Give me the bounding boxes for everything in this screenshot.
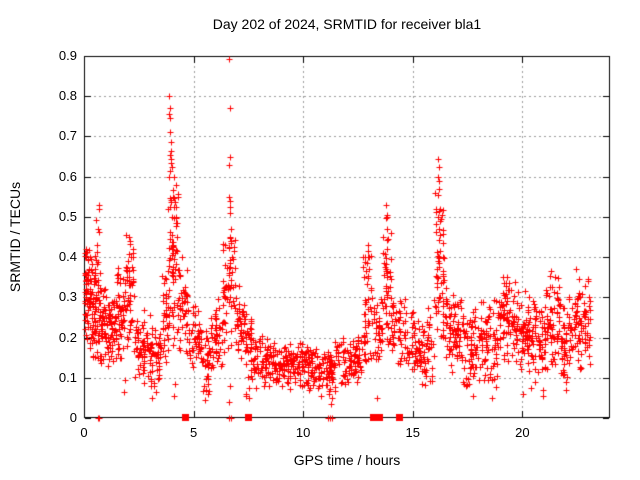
- y-tick-label: 0.5: [58, 208, 77, 224]
- x-tick-label: 20: [515, 425, 530, 440]
- y-tick-label: 0.3: [58, 289, 77, 305]
- chart-title: Day 202 of 2024, SRMTID for receiver bla…: [212, 16, 482, 32]
- y-tick-label: 0.6: [58, 168, 77, 184]
- x-tick-label: 5: [189, 425, 198, 440]
- y-axis-label: SRMTID / TECUs: [7, 181, 23, 293]
- y-tick-label: 0.9: [58, 48, 77, 63]
- y-tick-label: 0.8: [58, 88, 77, 104]
- x-tick-label: 0: [80, 425, 88, 440]
- x-axis-label: GPS time / hours: [293, 452, 401, 468]
- y-tick-label: 0.1: [58, 369, 77, 385]
- y-tick-label: 0: [69, 410, 77, 425]
- y-tick-label: 0.4: [58, 249, 77, 265]
- y-tick-label: 0.2: [58, 329, 77, 345]
- y-tick-label: 0.7: [58, 128, 77, 144]
- x-tick-label: 10: [295, 425, 311, 440]
- x-tick-label: 15: [405, 425, 420, 440]
